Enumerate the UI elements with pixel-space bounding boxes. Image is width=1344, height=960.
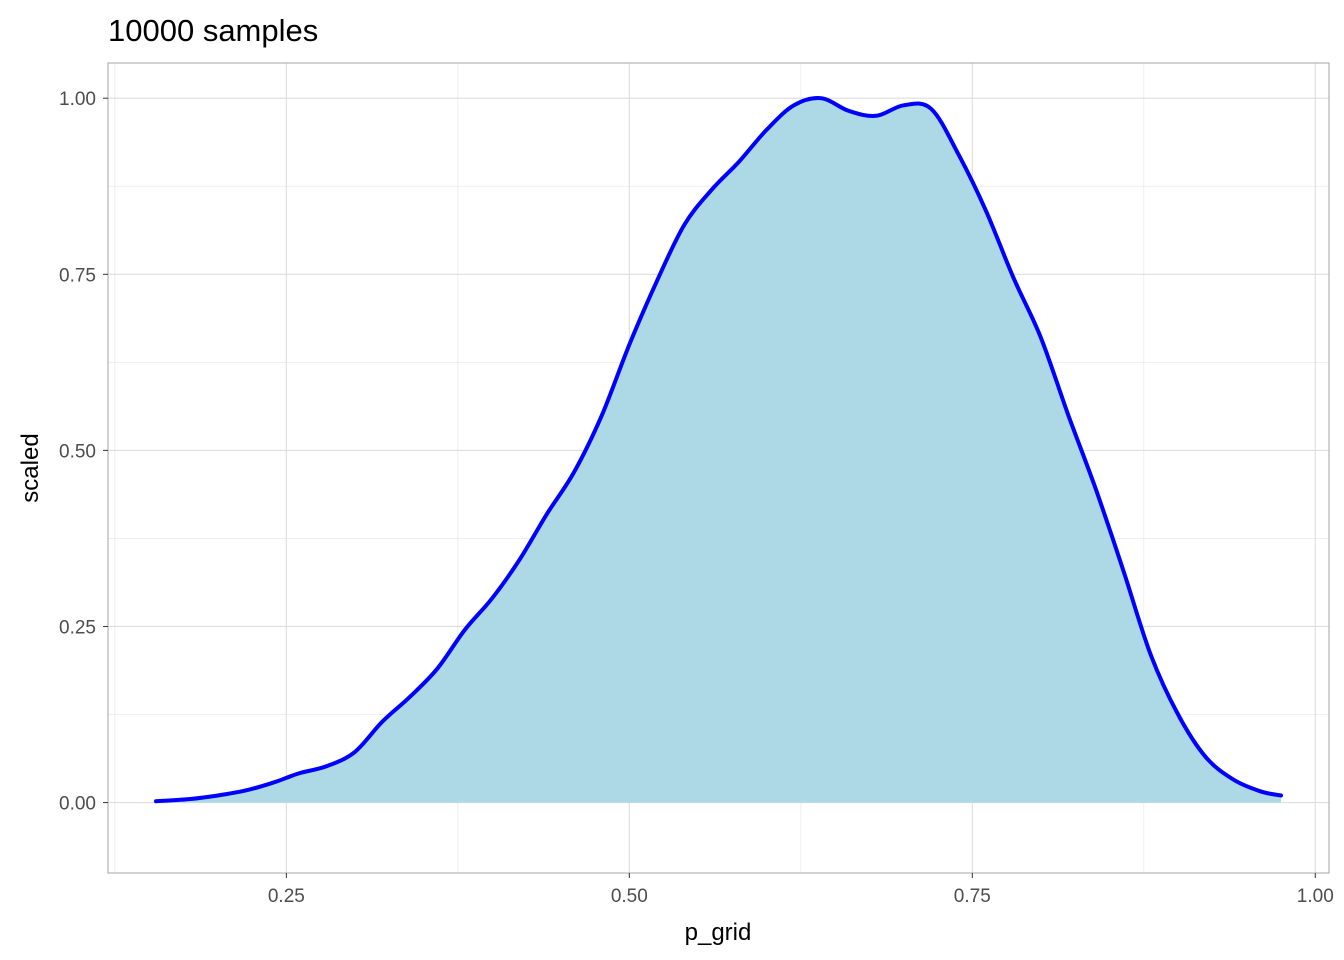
y-tick-label: 0.50 — [59, 441, 96, 462]
y-axis-title: scaled — [17, 433, 44, 502]
x-axis: 0.25 0.50 0.75 1.00 — [268, 873, 1334, 907]
density-line — [154, 96, 1283, 804]
x-tick-label: 0.75 — [954, 886, 991, 907]
x-axis-title: p_grid — [685, 919, 752, 946]
x-tick-label: 0.50 — [611, 886, 648, 907]
y-axis: 0.00 0.25 0.50 0.75 1.00 — [59, 89, 108, 815]
panel-border — [107, 62, 1330, 874]
x-tick-label: 1.00 — [1297, 886, 1334, 907]
density-area — [156, 98, 1281, 803]
y-tick-label: 0.25 — [59, 617, 96, 638]
chart-title: 10000 samples — [108, 13, 318, 48]
x-tick-label: 0.25 — [268, 886, 305, 907]
y-tick-label: 0.75 — [59, 265, 96, 286]
y-tick-label: 1.00 — [59, 89, 96, 110]
y-tick-label: 0.00 — [59, 794, 96, 815]
